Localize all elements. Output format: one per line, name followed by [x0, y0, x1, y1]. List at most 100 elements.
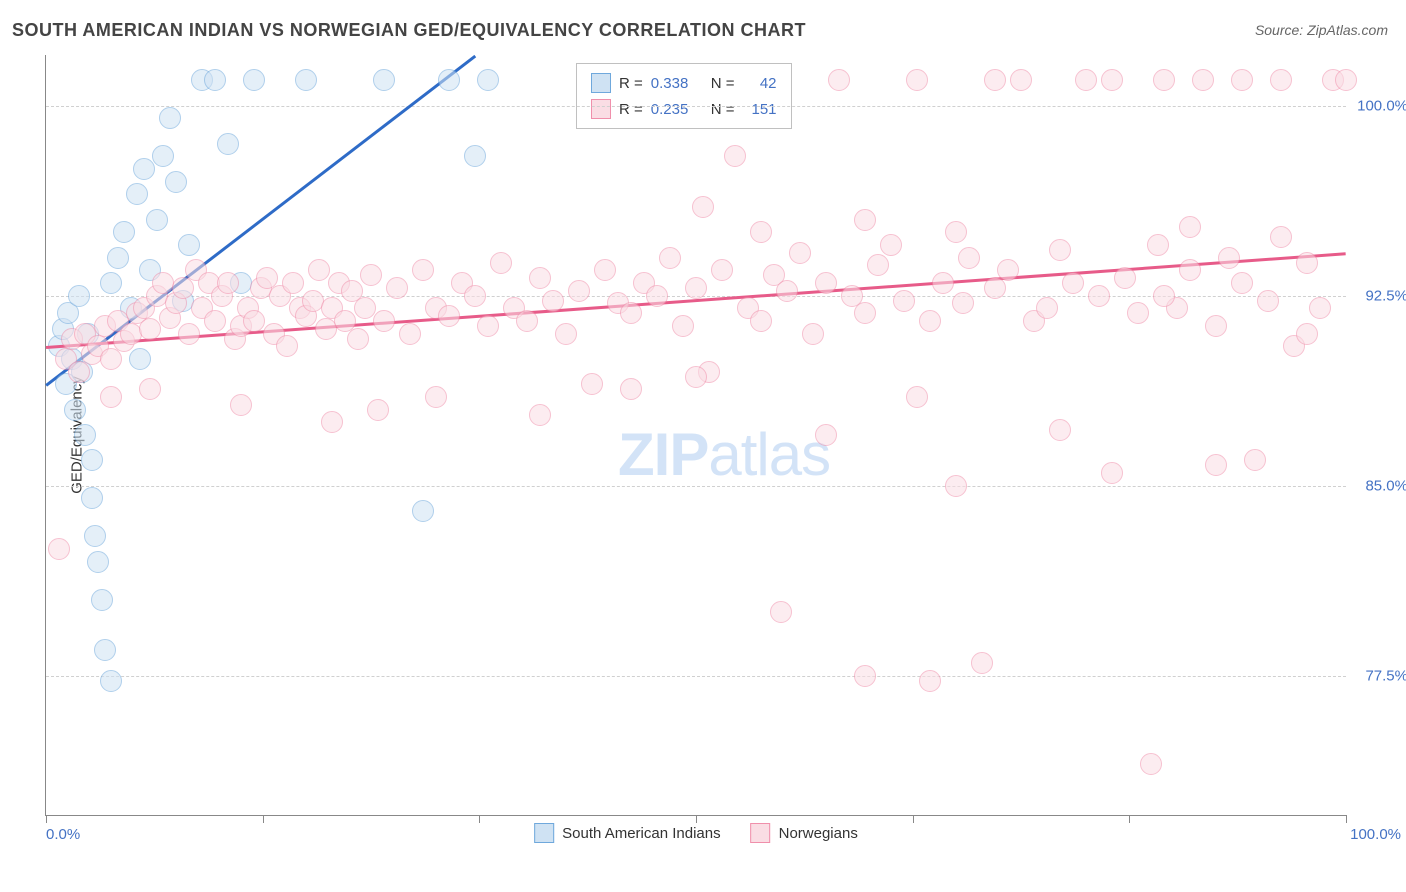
- data-point: [1296, 252, 1318, 274]
- data-point: [107, 247, 129, 269]
- data-point: [802, 323, 824, 345]
- r-value: 0.235: [651, 101, 703, 118]
- data-point: [1088, 285, 1110, 307]
- data-point: [373, 310, 395, 332]
- data-point: [1075, 69, 1097, 91]
- x-tick: [696, 815, 697, 823]
- data-point: [750, 221, 772, 243]
- data-point: [958, 247, 980, 269]
- data-point: [542, 290, 564, 312]
- data-point: [1270, 226, 1292, 248]
- legend-swatch: [534, 823, 554, 843]
- data-point: [568, 280, 590, 302]
- data-point: [425, 386, 447, 408]
- data-point: [126, 183, 148, 205]
- data-point: [1049, 419, 1071, 441]
- data-point: [1101, 462, 1123, 484]
- data-point: [217, 133, 239, 155]
- data-point: [1179, 259, 1201, 281]
- data-point: [516, 310, 538, 332]
- x-axis-max-label: 100.0%: [1350, 826, 1401, 843]
- data-point: [685, 277, 707, 299]
- data-point: [828, 69, 850, 91]
- data-point: [770, 601, 792, 623]
- data-point: [308, 259, 330, 281]
- y-tick-label: 77.5%: [1365, 667, 1406, 684]
- legend-swatch: [591, 73, 611, 93]
- data-point: [74, 424, 96, 446]
- data-point: [438, 305, 460, 327]
- data-point: [880, 234, 902, 256]
- data-point: [295, 69, 317, 91]
- data-point: [711, 259, 733, 281]
- data-point: [1010, 69, 1032, 91]
- data-point: [1153, 69, 1175, 91]
- r-label: R =: [619, 101, 643, 118]
- data-point: [1153, 285, 1175, 307]
- data-point: [464, 285, 486, 307]
- data-point: [412, 500, 434, 522]
- legend-swatch: [591, 99, 611, 119]
- x-axis-min-label: 0.0%: [46, 826, 80, 843]
- x-tick: [263, 815, 264, 823]
- data-point: [1147, 234, 1169, 256]
- r-value: 0.338: [651, 75, 703, 92]
- data-point: [815, 424, 837, 446]
- data-point: [1296, 323, 1318, 345]
- data-point: [100, 670, 122, 692]
- data-point: [1179, 216, 1201, 238]
- n-label: N =: [711, 75, 735, 92]
- data-point: [321, 411, 343, 433]
- data-point: [159, 107, 181, 129]
- data-point: [477, 315, 499, 337]
- data-point: [129, 348, 151, 370]
- data-point: [204, 310, 226, 332]
- data-point: [854, 665, 876, 687]
- gridline: [46, 676, 1346, 677]
- data-point: [815, 272, 837, 294]
- data-point: [152, 145, 174, 167]
- data-point: [490, 252, 512, 274]
- data-point: [360, 264, 382, 286]
- data-point: [659, 247, 681, 269]
- data-point: [1231, 272, 1253, 294]
- x-tick: [46, 815, 47, 823]
- data-point: [919, 670, 941, 692]
- data-point: [87, 551, 109, 573]
- x-tick: [1129, 815, 1130, 823]
- n-value: 42: [743, 75, 777, 92]
- data-point: [139, 318, 161, 340]
- data-point: [581, 373, 603, 395]
- data-point: [399, 323, 421, 345]
- data-point: [146, 209, 168, 231]
- data-point: [1192, 69, 1214, 91]
- data-point: [1140, 753, 1162, 775]
- data-point: [367, 399, 389, 421]
- y-tick-label: 92.5%: [1365, 287, 1406, 304]
- data-point: [1205, 454, 1227, 476]
- data-point: [113, 221, 135, 243]
- data-point: [464, 145, 486, 167]
- chart-area: GED/Equivalency 0.0% 100.0% ZIPatlas R =…: [45, 55, 1346, 816]
- data-point: [919, 310, 941, 332]
- data-point: [854, 302, 876, 324]
- data-point: [354, 297, 376, 319]
- data-point: [217, 272, 239, 294]
- legend-item: South American Indians: [534, 823, 720, 843]
- data-point: [347, 328, 369, 350]
- data-point: [81, 449, 103, 471]
- gridline: [46, 486, 1346, 487]
- data-point: [1335, 69, 1357, 91]
- data-point: [100, 386, 122, 408]
- data-point: [1062, 272, 1084, 294]
- data-point: [672, 315, 694, 337]
- data-point: [1205, 315, 1227, 337]
- source-label: Source: ZipAtlas.com: [1255, 22, 1388, 38]
- data-point: [789, 242, 811, 264]
- data-point: [1231, 69, 1253, 91]
- data-point: [48, 538, 70, 560]
- data-point: [1036, 297, 1058, 319]
- data-point: [84, 525, 106, 547]
- y-tick-label: 85.0%: [1365, 477, 1406, 494]
- data-point: [243, 310, 265, 332]
